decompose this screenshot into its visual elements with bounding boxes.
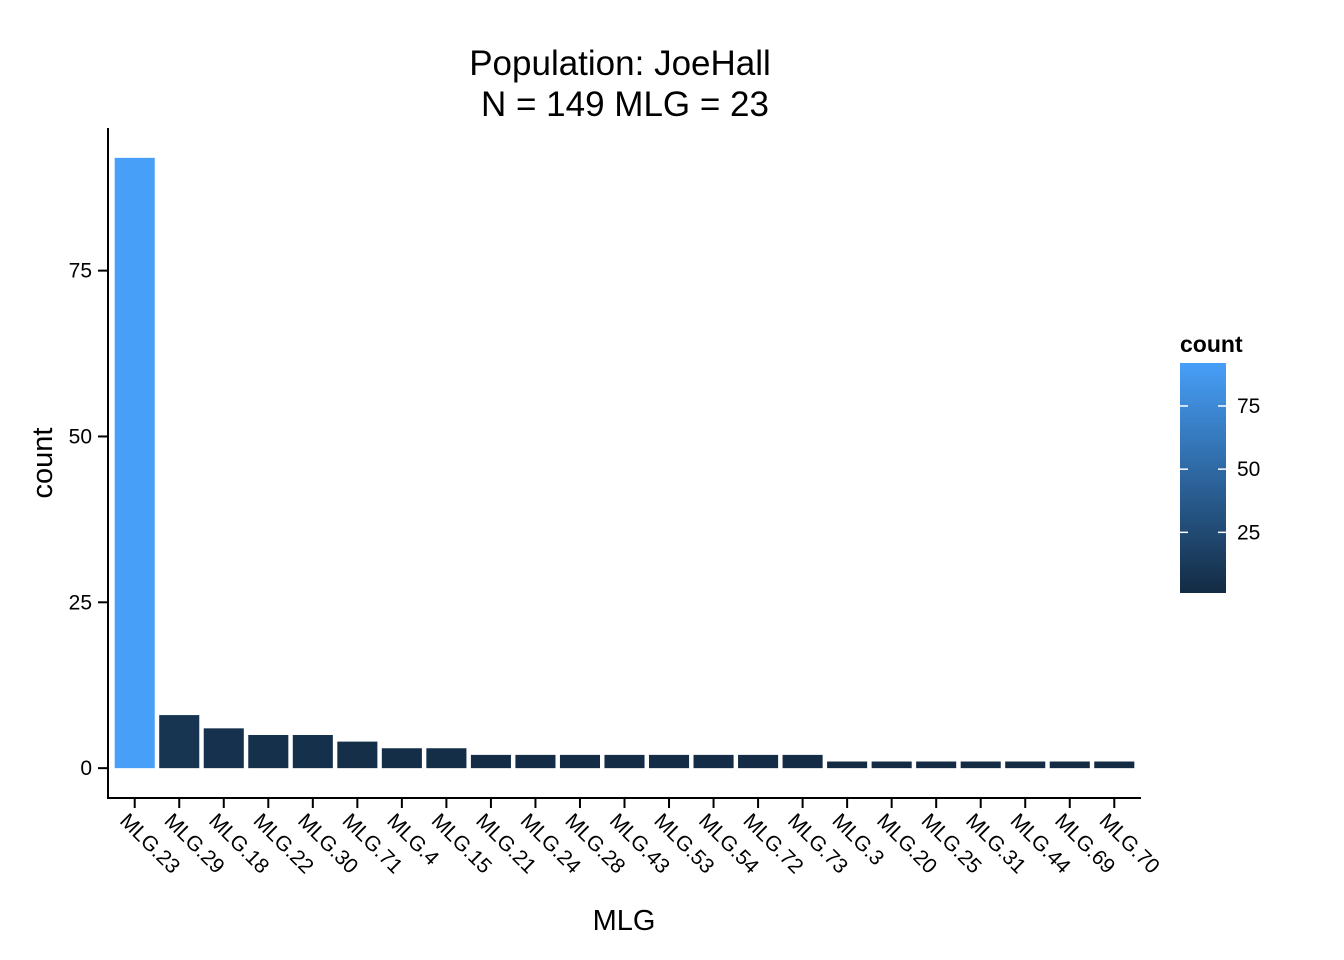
bar-MLG.20 — [871, 761, 912, 769]
y-tick-label: 25 — [69, 591, 92, 614]
legend-ticks: 25 50 75 — [1180, 395, 1260, 544]
bar-MLG.4 — [381, 748, 422, 769]
legend: count 25 50 75 — [1180, 331, 1260, 593]
legend-title: count — [1180, 331, 1243, 357]
chart-title: Population: JoeHall — [469, 44, 771, 83]
bar-MLG.31 — [960, 761, 1001, 769]
bar-MLG.29 — [159, 715, 200, 769]
bar-MLG.72 — [738, 754, 779, 769]
y-tick-label: 50 — [69, 425, 92, 448]
bar-MLG.69 — [1049, 761, 1090, 769]
axes — [107, 128, 1141, 799]
bar-MLG.54 — [693, 754, 734, 769]
legend-tick-label: 50 — [1237, 458, 1260, 481]
bar-MLG.3 — [827, 761, 868, 769]
legend-tick-label: 75 — [1237, 395, 1260, 418]
bar-MLG.44 — [1005, 761, 1046, 769]
bar-MLG.53 — [648, 754, 690, 769]
legend-tick-label: 25 — [1237, 521, 1260, 544]
bar-MLG.71 — [337, 741, 378, 769]
y-tick-label: 0 — [80, 757, 92, 780]
bar-MLG.22 — [248, 734, 289, 769]
bar-MLG.24 — [515, 754, 556, 769]
bar-MLG.23 — [114, 157, 155, 769]
legend-colorbar — [1180, 363, 1226, 593]
bar-MLG.15 — [426, 748, 467, 769]
y-axis-title: count — [27, 428, 59, 499]
bar-MLG.18 — [203, 728, 244, 769]
y-axis-ticks: 0 25 50 75 — [69, 260, 108, 780]
x-axis-ticks: MLG.23MLG.29MLG.18MLG.22MLG.30MLG.71MLG.… — [115, 798, 1164, 879]
bar-MLG.21 — [470, 754, 511, 769]
bar-MLG.43 — [604, 754, 645, 769]
bar-MLG.25 — [916, 761, 957, 769]
bar-MLG.28 — [559, 754, 601, 769]
bar-MLG.73 — [782, 754, 823, 769]
y-tick-label: 75 — [69, 260, 92, 283]
bars-layer — [114, 157, 1135, 769]
x-axis-title: MLG — [593, 905, 656, 937]
chart-title-group: Population: JoeHall N = 149 MLG = 23 — [469, 44, 771, 124]
bar-MLG.70 — [1094, 761, 1135, 769]
bar-MLG.30 — [292, 734, 333, 769]
chart-subtitle: N = 149 MLG = 23 — [481, 85, 769, 124]
